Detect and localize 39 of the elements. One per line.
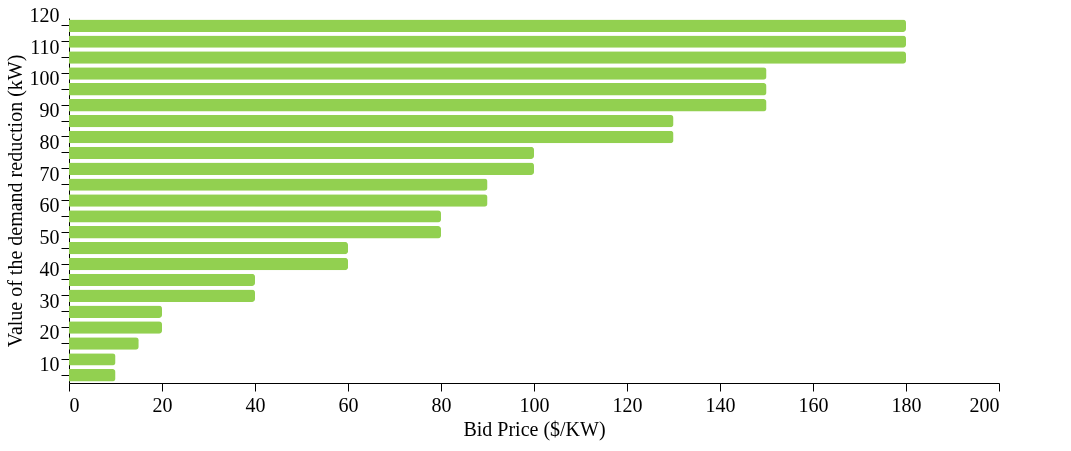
x-tick-label: 160 (798, 393, 829, 416)
bar (69, 99, 767, 112)
x-tick-label: 40 (245, 393, 266, 416)
bar (69, 289, 255, 302)
y-tick-label: 70 (39, 162, 60, 185)
bar (69, 369, 116, 382)
y-tick-label: 80 (39, 130, 60, 153)
y-tick-label: 10 (39, 353, 60, 376)
y-tick-label: 90 (39, 99, 60, 122)
x-tick-label: 200 (969, 393, 1000, 416)
x-axis-title: Bid Price ($/KW) (463, 417, 606, 441)
y-tick-label: 120 (29, 3, 60, 26)
bar (69, 19, 906, 32)
y-axis-title: Value of the demand reduction (kW) (3, 54, 27, 348)
x-tick-label: 140 (705, 393, 736, 416)
bar (69, 114, 674, 128)
y-tick-label: 60 (39, 194, 60, 217)
x-tick-label: 120 (612, 393, 643, 416)
bar (69, 257, 348, 271)
bar (69, 273, 255, 287)
x-tick-label: 80 (431, 393, 452, 416)
bar (69, 305, 162, 318)
x-tick-label: 20 (152, 393, 173, 416)
y-tick-label: 100 (29, 67, 60, 90)
y-tick-label: 110 (30, 35, 60, 58)
x-tick-label: 100 (519, 393, 550, 416)
y-tick-label: 20 (39, 321, 60, 344)
bar (69, 226, 441, 239)
x-tick-label: 60 (338, 393, 359, 416)
bar (69, 162, 534, 175)
y-tick-label: 50 (39, 226, 60, 249)
bar (69, 241, 348, 255)
bar (69, 83, 767, 96)
y-tick-label: 30 (39, 289, 60, 312)
y-tick-label: 40 (39, 257, 60, 280)
x-tick-label: 180 (891, 393, 922, 416)
bar (69, 146, 534, 160)
x-tick-label: 0 (69, 393, 80, 416)
bar (69, 130, 674, 144)
